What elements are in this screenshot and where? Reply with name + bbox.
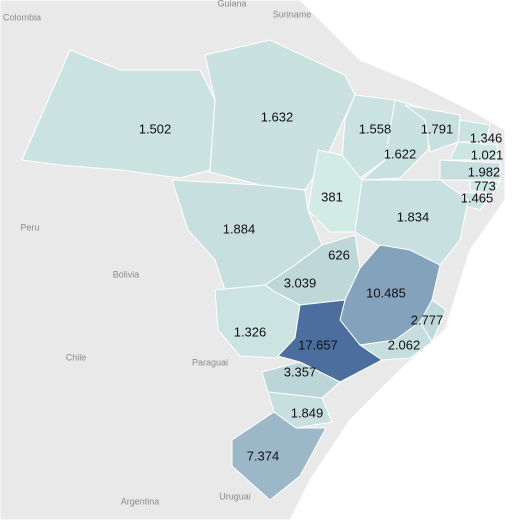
state-region — [358, 321, 433, 361]
country-label: Guiana — [217, 0, 246, 8]
state-region — [439, 159, 501, 181]
state-region — [231, 411, 327, 501]
state-region — [469, 179, 501, 195]
state-value-label: 3.039 — [284, 275, 317, 290]
state-value-label: 1.884 — [223, 221, 256, 236]
state-value-label: 10.485 — [366, 285, 406, 300]
country-label: Peru — [20, 222, 39, 232]
country-label: Paraguai — [192, 357, 228, 367]
state-value-label: 381 — [321, 189, 343, 204]
country-label: Colombia — [3, 12, 41, 22]
state-value-label: 7.374 — [247, 448, 280, 463]
country-label: Bolivia — [113, 269, 140, 279]
state-value-label: 1.021 — [471, 147, 504, 162]
country-label: Chile — [66, 352, 87, 362]
state-region — [457, 119, 491, 143]
state-region — [449, 141, 498, 161]
regions — [21, 39, 501, 501]
state-value-label: 773 — [474, 178, 496, 193]
state-region — [404, 104, 461, 153]
state-value-label: 1.632 — [261, 109, 294, 124]
state-value-label: 626 — [328, 247, 350, 262]
state-value-label: 1.791 — [421, 121, 454, 136]
state-value-label: 1.622 — [384, 146, 417, 161]
state-value-label: 2.777 — [411, 312, 444, 327]
state-value-label: 1.849 — [291, 405, 324, 420]
state-value-label: 1.502 — [139, 121, 172, 136]
state-value-label: 1.465 — [461, 190, 494, 205]
state-value-label: 1.982 — [468, 164, 501, 179]
state-value-label: 1.346 — [470, 130, 503, 145]
labels: 1.502 1.632 1.558 1.622 1.791 1.346 1.021 1.982… — [139, 109, 504, 463]
state-value-label: 1.326 — [234, 324, 267, 339]
state-value-label: 1.558 — [359, 121, 392, 136]
state-value-label: 17.657 — [298, 337, 338, 352]
country-label: Suriname — [273, 9, 312, 19]
country-label: Argentina — [121, 496, 160, 506]
country-label: Uruguai — [219, 491, 251, 501]
state-value-label: 1.834 — [397, 209, 430, 224]
state-value-label: 3.357 — [284, 364, 317, 379]
state-region — [261, 361, 341, 399]
state-value-label: 2.062 — [388, 337, 421, 352]
